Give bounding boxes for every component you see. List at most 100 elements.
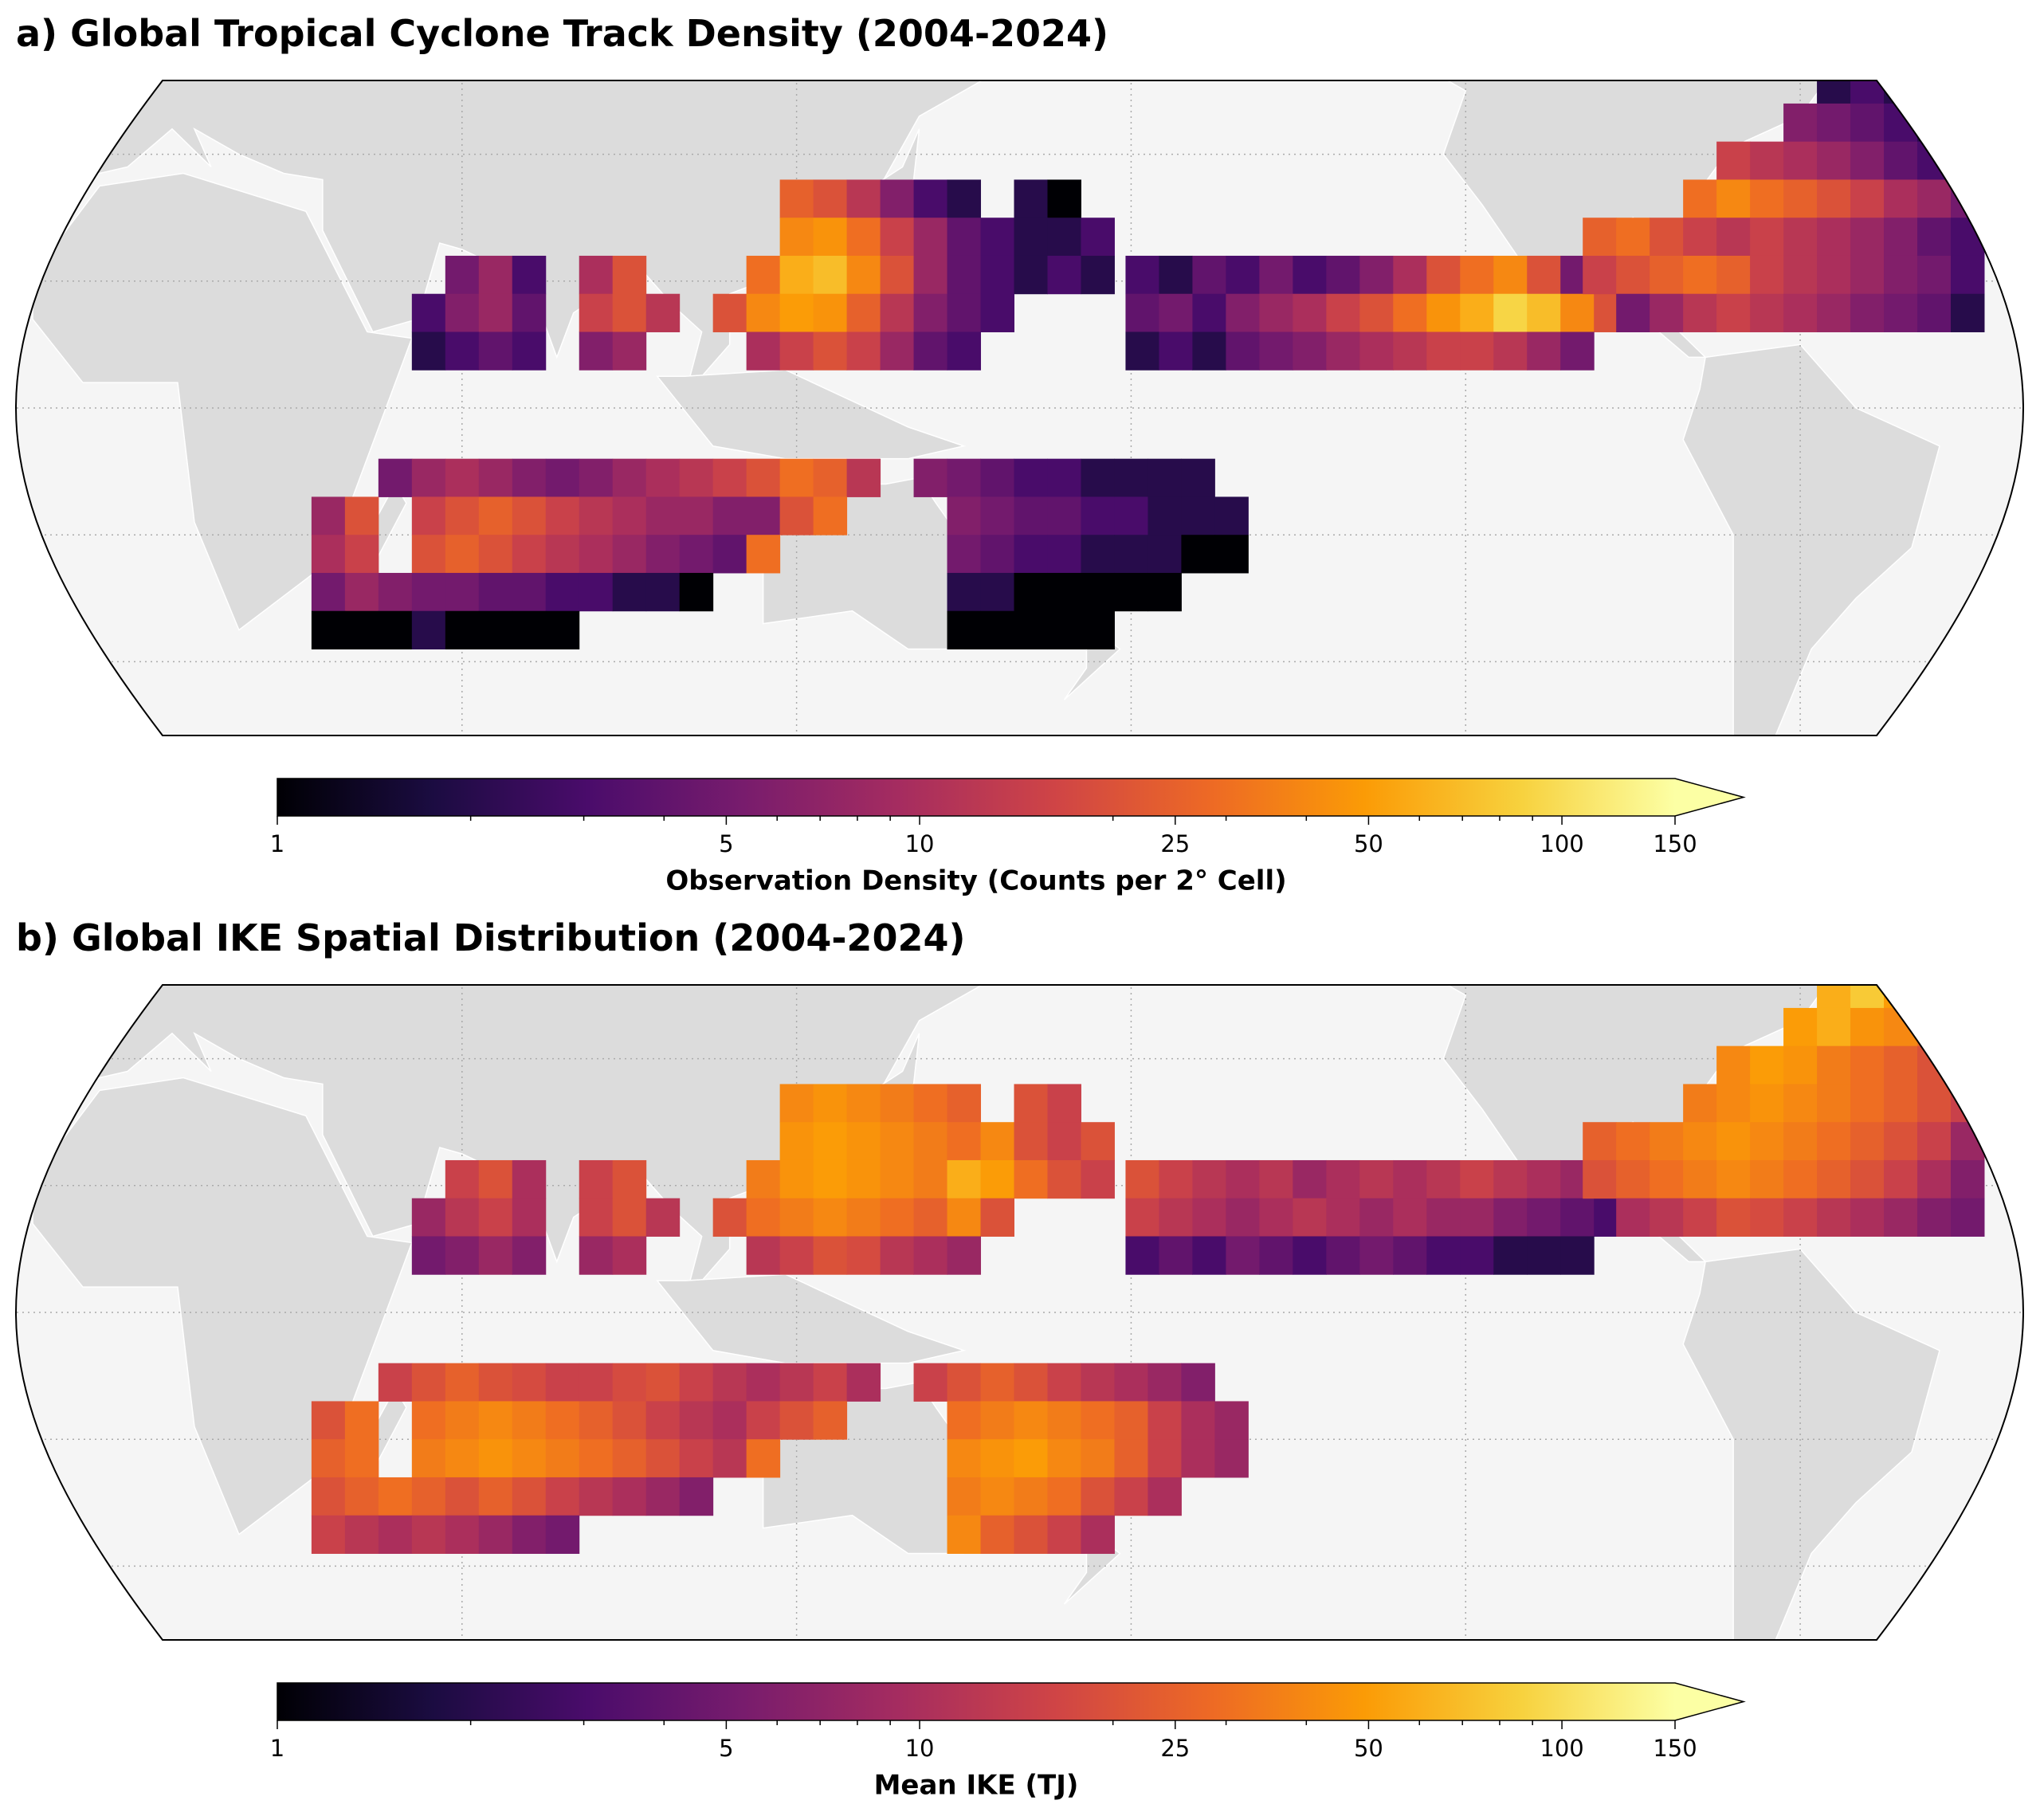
density-cell <box>1884 1045 1918 1085</box>
density-cell <box>712 1439 747 1478</box>
density-cell <box>1226 1159 1260 1199</box>
density-cell <box>980 1363 1015 1402</box>
density-cell <box>980 496 1015 535</box>
density-cell <box>1047 1477 1081 1516</box>
land <box>1682 1248 1940 1640</box>
density-cell <box>1493 1236 1528 1275</box>
density-cell <box>1917 1007 1952 1047</box>
density-cell <box>1750 1159 1784 1199</box>
density-cell <box>1493 1159 1528 1199</box>
density-cell <box>1616 255 1650 295</box>
density-cell <box>445 458 480 497</box>
density-cell <box>1114 1401 1148 1440</box>
density-cell <box>1750 1198 1784 1237</box>
density-cell <box>1527 1236 1561 1275</box>
map-body <box>16 985 2023 1640</box>
density-cell <box>1426 1198 1461 1237</box>
tick-label: 1 <box>270 1735 284 1762</box>
density-cell <box>779 255 814 295</box>
density-cell <box>1783 179 1818 218</box>
density-cell <box>1014 255 1048 295</box>
density-cell <box>746 1236 781 1275</box>
density-cell <box>1917 255 1952 295</box>
density-cell <box>1326 1236 1360 1275</box>
density-cell <box>445 255 480 295</box>
density-cell <box>980 1122 1015 1161</box>
density-cell <box>1950 1198 1985 1237</box>
density-cell <box>813 1159 848 1199</box>
density-cell <box>1683 255 1717 295</box>
density-cell <box>612 1363 647 1402</box>
density-cell <box>880 1122 915 1161</box>
tick-label: 25 <box>1160 1735 1190 1762</box>
density-cell <box>1583 255 1617 295</box>
density-cell <box>980 535 1015 574</box>
density-cell <box>1114 1439 1148 1478</box>
density-cell <box>1226 293 1260 332</box>
land <box>656 1273 967 1364</box>
density-cell <box>1917 218 1952 257</box>
density-cell <box>1817 141 1851 180</box>
density-cell <box>1259 1198 1293 1237</box>
density-cell <box>1884 1122 1918 1161</box>
density-cell <box>545 1439 580 1478</box>
density-cell <box>746 1198 781 1237</box>
density-cell <box>1716 179 1751 218</box>
density-cell <box>1081 1439 1115 1478</box>
density-cell <box>1884 1198 1918 1237</box>
colorbar-label: Observation Density (Counts per 2° Cell) <box>665 865 1286 897</box>
tick-label: 10 <box>905 830 935 857</box>
density-cell <box>1014 218 1048 257</box>
density-cell <box>813 255 848 295</box>
density-cell <box>1493 1198 1528 1237</box>
density-cell <box>1081 1401 1115 1440</box>
density-cell <box>1081 1122 1115 1161</box>
density-cell <box>579 1363 614 1402</box>
density-cell <box>913 458 948 497</box>
density-cell <box>411 293 446 332</box>
density-cell <box>512 572 547 612</box>
density-cell <box>1683 218 1717 257</box>
density-cell <box>846 218 881 257</box>
density-cell <box>1817 255 1851 295</box>
density-cell <box>1650 218 1684 257</box>
density-cell <box>1114 535 1148 574</box>
density-cell <box>1426 1159 1461 1199</box>
density-cell <box>1460 1198 1494 1237</box>
density-cell <box>1650 1122 1684 1161</box>
density-cell <box>1426 1236 1461 1275</box>
density-cell <box>1783 141 1818 180</box>
density-cell <box>1716 1122 1751 1161</box>
density-cell <box>1460 1236 1494 1275</box>
density-cell <box>980 1477 1015 1516</box>
tick-label: 50 <box>1354 830 1383 857</box>
density-cell <box>478 535 513 574</box>
density-cell <box>746 1159 781 1199</box>
panel-title: a) Global Tropical Cyclone Track Density… <box>16 12 1108 55</box>
density-cell <box>612 572 647 612</box>
density-cell <box>512 1515 547 1554</box>
density-cell <box>579 331 614 371</box>
density-cell <box>1125 331 1159 371</box>
density-cell <box>1683 1084 1717 1123</box>
density-cell <box>1817 1084 1851 1123</box>
density-cell <box>1125 293 1159 332</box>
density-cell <box>478 1363 513 1402</box>
density-cell <box>1493 293 1528 332</box>
density-cell <box>980 218 1015 257</box>
density-cell <box>1393 255 1427 295</box>
density-cell <box>1527 1159 1561 1199</box>
density-cell <box>579 1439 614 1478</box>
tick-label: 10 <box>905 1735 935 1762</box>
density-cell <box>612 331 647 371</box>
density-cell <box>1114 496 1148 535</box>
density-cell <box>1081 1515 1115 1554</box>
density-cell <box>512 1439 547 1478</box>
density-cell <box>947 535 982 574</box>
density-cell <box>1081 496 1115 535</box>
density-cell <box>779 218 814 257</box>
density-cell <box>445 1477 480 1516</box>
density-cell <box>1917 1084 1952 1123</box>
density-cell <box>880 255 915 295</box>
density-cell <box>612 458 647 497</box>
